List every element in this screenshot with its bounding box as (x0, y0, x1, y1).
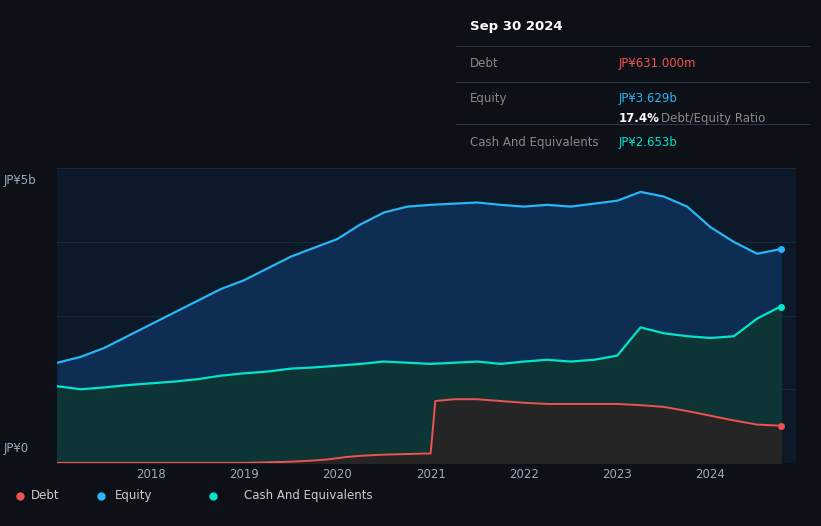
Text: Cash And Equivalents: Cash And Equivalents (470, 136, 599, 149)
Text: JP¥5b: JP¥5b (4, 174, 37, 187)
Text: Equity: Equity (115, 489, 153, 502)
Text: Cash And Equivalents: Cash And Equivalents (244, 489, 373, 502)
Text: Debt: Debt (31, 489, 60, 502)
Text: JP¥3.629b: JP¥3.629b (619, 92, 677, 105)
Text: JP¥2.653b: JP¥2.653b (619, 136, 677, 149)
Text: JP¥631.000m: JP¥631.000m (619, 57, 696, 70)
Text: Debt/Equity Ratio: Debt/Equity Ratio (662, 112, 766, 125)
Text: JP¥0: JP¥0 (4, 442, 30, 455)
Text: Equity: Equity (470, 92, 507, 105)
Text: 17.4%: 17.4% (619, 112, 660, 125)
Text: Debt: Debt (470, 57, 498, 70)
Text: Sep 30 2024: Sep 30 2024 (470, 19, 562, 33)
